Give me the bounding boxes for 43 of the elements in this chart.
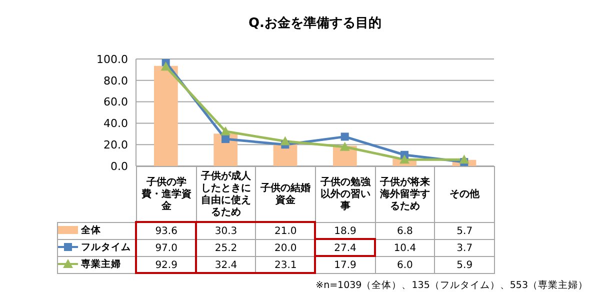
data-label: 20.0 [256, 240, 316, 256]
point [160, 62, 171, 71]
point [280, 136, 290, 146]
point [340, 132, 349, 141]
data-label: 92.9 [136, 256, 196, 274]
y-tick-label: 80.0 [104, 74, 128, 88]
y-tick-label: 0.0 [110, 160, 128, 173]
data-label: 30.3 [196, 222, 256, 240]
data-label: 5.7 [434, 222, 494, 240]
chart-title: Q.お金を準備する目的 [248, 15, 382, 32]
x-tick-label: 子供の結婚資金 [256, 166, 316, 222]
text: ※n=1039（全体）、135（フルタイム）、553（専業主婦） [316, 279, 588, 292]
data-label: 10.4 [375, 240, 435, 256]
data-label: 17.9 [315, 256, 376, 274]
data-label: 21.0 [256, 222, 316, 240]
point [222, 135, 230, 144]
data-label: 97.0 [136, 240, 196, 256]
legend-label: 専業主婦 [80, 258, 121, 271]
point [400, 154, 410, 164]
x-tick-label: 子供の学費・進学資金 [136, 166, 196, 222]
x-tick-label: 子供の勉強以外の習い事 [315, 166, 376, 222]
data-label: 93.6 [136, 222, 196, 240]
point [459, 154, 470, 164]
x-tick-label: 子供が成人したときに自由に使えるため [196, 166, 256, 222]
x-tick-label: その他 [434, 166, 494, 222]
point [340, 142, 350, 151]
point [220, 126, 230, 136]
data-label: 32.4 [196, 256, 256, 274]
data-label: 5.9 [434, 256, 494, 274]
y-tick-label: 40.0 [104, 117, 128, 130]
data-label: 25.2 [196, 240, 256, 256]
y-tick-label: 60.0 [104, 96, 128, 109]
y-tick-label: 20.0 [104, 138, 128, 152]
bar [154, 66, 178, 166]
legend-label: フルタイム [80, 240, 131, 254]
data-label: 23.1 [256, 256, 316, 274]
legend-label: 全体 [80, 224, 101, 237]
y-tick-label: 100.0 [96, 52, 128, 66]
data-label: 18.9 [315, 222, 376, 240]
data-label: 3.7 [434, 240, 494, 256]
data-label: 6.8 [375, 222, 435, 240]
x-tick-label: 子供が将来海外留学するため [375, 166, 435, 222]
data-label: 6.0 [375, 256, 435, 274]
